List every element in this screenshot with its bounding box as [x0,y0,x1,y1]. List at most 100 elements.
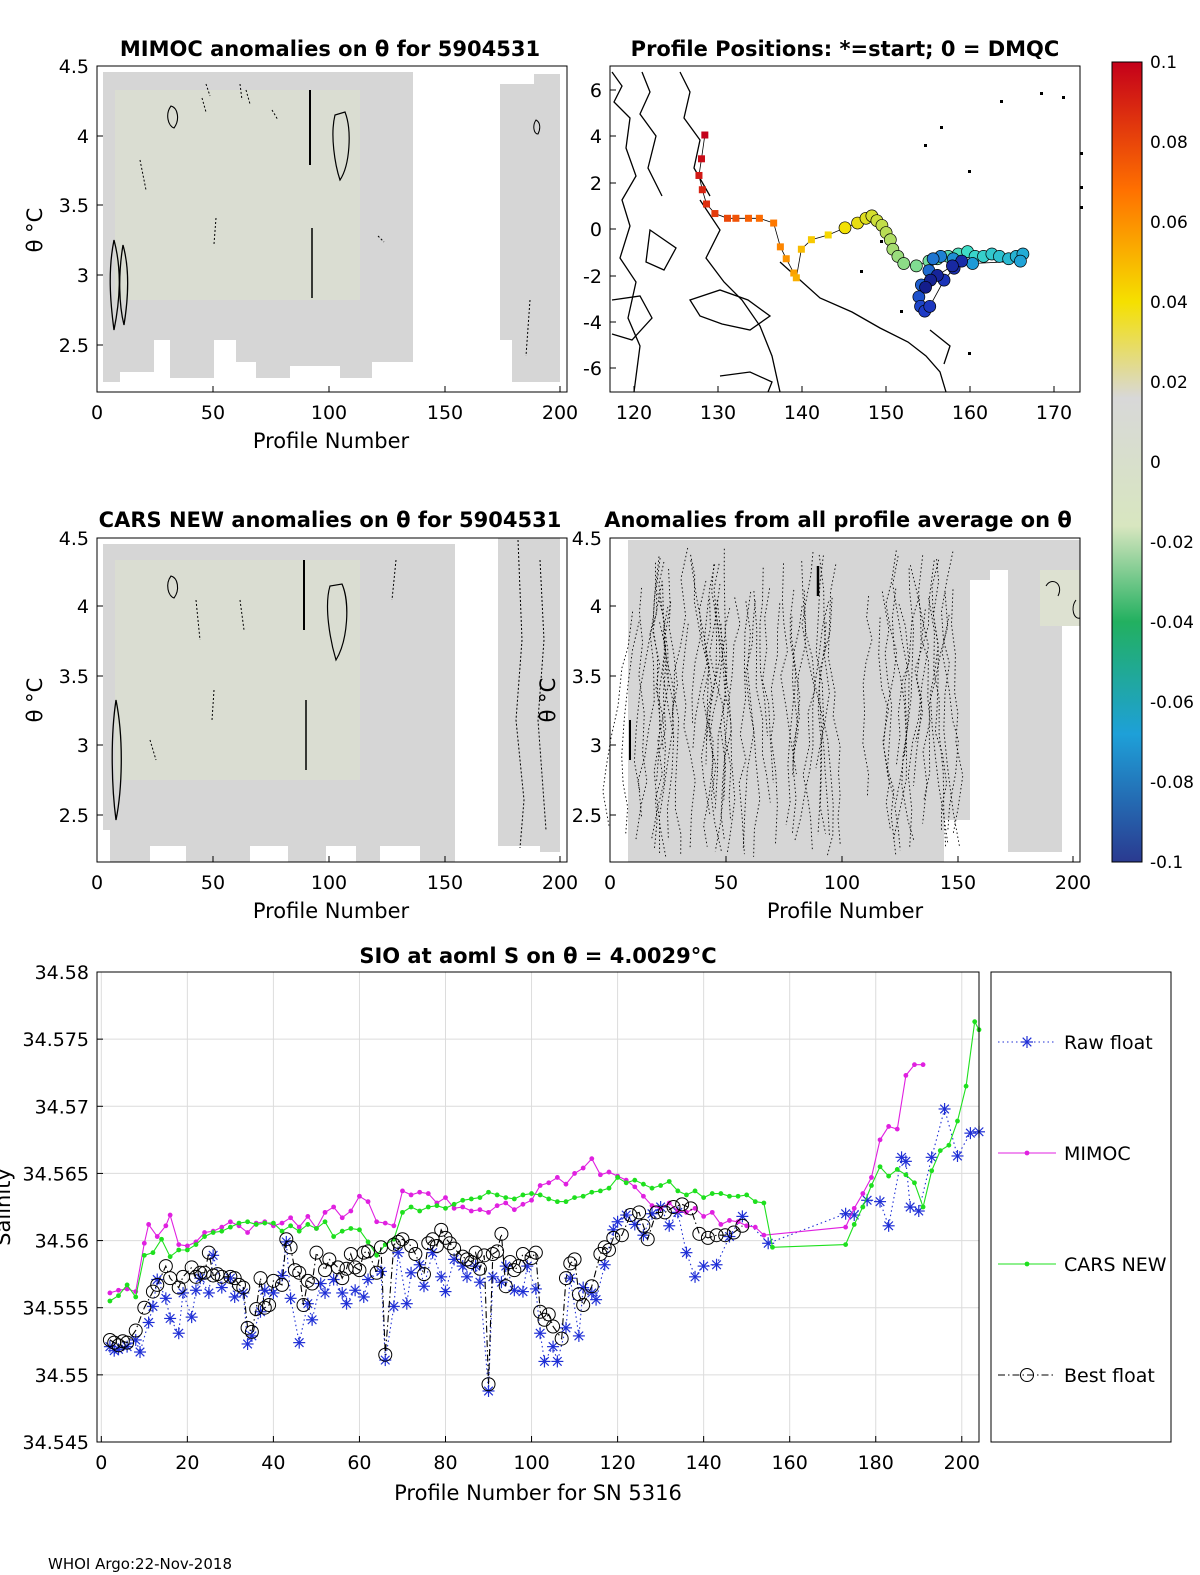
data-point [201,1245,216,1260]
series-best-float [102,1197,750,1392]
data-point [701,1195,707,1200]
data-point [925,1151,938,1164]
svg-text:120: 120 [616,402,652,424]
svg-text:150: 150 [940,872,976,894]
data-point [495,1276,508,1289]
data-point [124,1286,130,1292]
y-tick-label: 34.57 [35,1096,89,1118]
x-tick-label: 140 [686,1452,722,1474]
data-point [554,1331,569,1346]
data-point [374,1252,380,1258]
data-point [116,1293,121,1299]
legend-marker [1021,1036,1033,1048]
data-point [210,1230,216,1235]
data-point [241,1337,254,1350]
data-point [937,1148,943,1153]
data-point [877,1164,883,1170]
data-point [529,1191,534,1196]
data-point [141,1240,147,1246]
anomaly-contour [714,608,731,810]
svg-text:0: 0 [590,219,602,241]
data-point [520,1201,526,1207]
data-point [202,1230,207,1235]
position-marker [744,214,752,222]
data-point [576,1298,591,1313]
salinity-title: SIO at aoml S on θ = 4.0029°C [359,944,716,968]
data-point [154,1234,160,1239]
p2-y-ticks: -6 -4 -2 0 2 4 6 [583,80,616,380]
data-point [468,1196,474,1202]
data-point [443,1195,448,1200]
data-point [184,1243,190,1249]
x-tick-label: 180 [858,1452,894,1474]
data-point [692,1188,698,1194]
data-point [701,1214,707,1219]
svg-text:0: 0 [604,872,616,894]
data-point [336,1286,349,1299]
data-point [572,1195,577,1200]
data-point [378,1347,393,1362]
data-point [348,1208,354,1214]
data-point [279,1232,294,1247]
p1-x-ticks: 0 50 100 150 200 [91,386,578,424]
data-point [296,1228,302,1234]
data-point [641,1181,646,1187]
data-point [395,1232,410,1247]
data-point [485,1247,500,1261]
data-point [369,1265,384,1280]
data-point [327,1273,340,1286]
svg-text:150: 150 [427,402,463,424]
data-point [718,1222,724,1227]
anomaly-contour [716,600,728,800]
anomaly-contour [893,604,910,840]
anomaly-contour [637,558,661,817]
data-point [425,1191,431,1196]
p1-y-ticks: 2.5 3 3.5 4 4.5 [59,56,103,357]
cars-field [103,538,560,862]
panel-mimoc-title: MIMOC anomalies on θ for 5904531 [120,37,540,61]
anomaly-contour [896,597,920,765]
position-marker [1014,254,1027,268]
data-point [951,1149,964,1162]
data-point [929,1168,935,1174]
data-point [606,1230,621,1245]
data-point [133,1294,139,1300]
p1-xlabel: Profile Number [253,429,410,453]
position-marker [926,252,940,266]
data-point [124,1282,130,1288]
anomaly-contour [790,616,801,835]
data-point [434,1222,449,1237]
data-point [920,1204,926,1210]
data-point [435,1270,448,1283]
data-point [684,1192,689,1198]
data-point [572,1171,577,1176]
data-point [508,1284,521,1297]
panel-cars-title: CARS NEW anomalies on θ for 5904531 [99,508,562,532]
data-point [899,1155,912,1168]
data-point [904,1201,917,1213]
anomaly-contour [878,617,891,829]
svg-text:100: 100 [311,402,347,424]
data-point [649,1185,655,1191]
anomaly-contour [929,559,949,845]
data-point [597,1188,603,1194]
position-marker [966,257,979,270]
x-tick-label: 100 [513,1452,549,1474]
data-point [202,1286,215,1299]
data-point [963,1083,969,1089]
anomaly-contour [742,600,756,848]
anomaly-contour [705,598,715,799]
data-point [770,1244,775,1250]
data-point [744,1192,750,1198]
data-point [494,1226,509,1241]
data-point [391,1234,406,1249]
data-point [460,1252,475,1267]
data-point [164,1312,177,1325]
anomaly-contour [792,590,806,778]
data-point [305,1214,311,1219]
data-point [839,1207,852,1220]
data-point [184,1247,190,1253]
svg-text:2: 2 [590,173,602,195]
data-point [499,1260,512,1273]
x-tick-label: 40 [261,1452,285,1474]
